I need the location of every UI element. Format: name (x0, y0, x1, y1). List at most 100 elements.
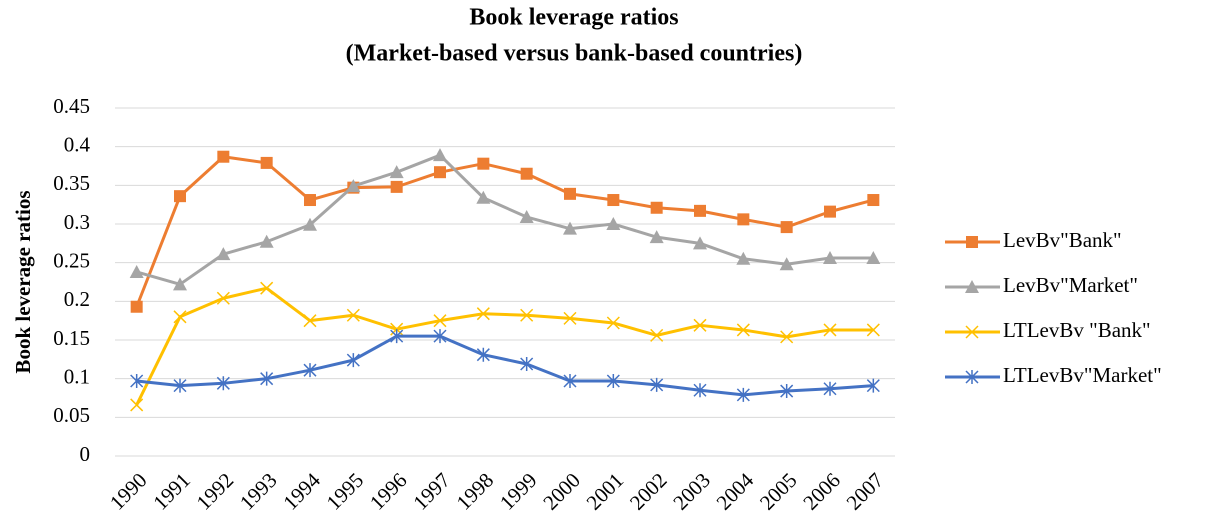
x-tick-label: 2000 (538, 468, 585, 515)
point-marker (346, 179, 361, 193)
legend-label: LevBv"Market" (1003, 273, 1138, 297)
x-tick-label: 2006 (798, 468, 845, 515)
point-marker (693, 318, 707, 332)
series-line (136, 153, 874, 286)
point-marker (520, 167, 533, 180)
x-tick-label: 2002 (625, 468, 672, 515)
legend-label: LTLevBv"Market" (1003, 363, 1162, 387)
point-marker (563, 373, 577, 388)
point-marker (564, 187, 576, 200)
point-marker (303, 363, 317, 378)
series-line (135, 155, 874, 308)
point-marker (130, 398, 144, 412)
point-marker (823, 381, 837, 396)
point-marker (477, 157, 490, 170)
x-tick-label: 1998 (452, 468, 499, 515)
point-marker (346, 353, 360, 368)
point-marker (866, 323, 880, 337)
point-marker (780, 330, 794, 344)
legend-label: LevBv"Bank" (1003, 228, 1122, 252)
x-tick-label: 1999 (495, 468, 542, 515)
point-marker (520, 356, 534, 371)
point-marker (390, 180, 403, 193)
point-marker (260, 156, 273, 169)
point-marker (260, 371, 274, 386)
point-marker (476, 307, 490, 321)
point-marker (649, 230, 664, 244)
point-marker (130, 373, 144, 388)
y-tick-label: 0 (80, 442, 91, 466)
y-tick-label: 0.2 (64, 287, 90, 311)
legend-marker (965, 280, 979, 293)
point-marker (433, 148, 447, 162)
point-marker (304, 194, 316, 207)
point-marker (736, 323, 750, 337)
y-tick-label: 0.4 (64, 132, 91, 156)
point-marker (823, 251, 837, 265)
point-marker (129, 264, 144, 278)
point-marker (303, 314, 317, 328)
point-marker (650, 201, 663, 214)
point-marker (390, 329, 404, 344)
x-tick-label: 2005 (755, 468, 802, 515)
x-tick-label: 1995 (322, 468, 369, 515)
point-marker (216, 247, 231, 261)
x-tick-label: 2004 (712, 468, 759, 515)
y-tick-label: 0.15 (53, 326, 90, 350)
point-marker (130, 300, 143, 313)
point-marker (823, 323, 837, 337)
point-marker (779, 257, 794, 271)
x-tick-label: 1991 (148, 468, 195, 515)
point-marker (736, 387, 750, 402)
point-marker (303, 217, 317, 231)
legend-label: LTLevBv "Bank" (1003, 318, 1151, 342)
point-marker (866, 251, 881, 265)
point-marker (433, 314, 447, 328)
x-tick-label: 1994 (278, 468, 325, 515)
point-marker (867, 194, 880, 207)
point-marker (650, 377, 664, 392)
point-marker (173, 277, 187, 291)
legend-marker (966, 236, 978, 248)
point-marker (259, 234, 274, 248)
point-marker (216, 291, 230, 305)
point-marker (434, 166, 446, 179)
point-marker (563, 311, 577, 325)
x-tick-label: 2003 (668, 468, 715, 515)
chart-title: Book leverage ratios (469, 5, 678, 31)
point-marker (606, 316, 620, 330)
point-marker (433, 329, 447, 344)
y-tick-label: 0.25 (53, 248, 90, 272)
y-tick-label: 0.1 (64, 364, 90, 388)
point-marker (824, 205, 836, 218)
point-marker (216, 376, 230, 391)
point-marker (780, 384, 794, 399)
point-marker (606, 373, 620, 388)
point-marker (693, 236, 707, 250)
legend-marker (965, 370, 979, 384)
point-marker (736, 251, 751, 265)
point-marker (476, 347, 490, 362)
point-marker (217, 150, 230, 163)
legend-marker (965, 325, 979, 339)
point-marker (737, 213, 750, 226)
x-tick-label: 2007 (842, 468, 889, 515)
point-marker (607, 194, 620, 207)
chart-subtitle: (Market-based versus bank-based countrie… (346, 41, 803, 67)
x-tick-label: 1990 (105, 468, 152, 515)
series-line (136, 334, 874, 397)
point-marker (693, 383, 707, 398)
point-marker (866, 378, 880, 393)
point-marker (346, 308, 360, 322)
x-tick-label: 1996 (365, 468, 412, 515)
point-marker (606, 217, 621, 230)
point-marker (563, 221, 577, 235)
point-marker (780, 221, 793, 234)
point-marker (519, 210, 534, 224)
point-marker (694, 204, 706, 217)
point-marker (173, 310, 187, 324)
series-line (135, 286, 874, 406)
point-marker (650, 328, 664, 342)
point-marker (389, 165, 404, 179)
